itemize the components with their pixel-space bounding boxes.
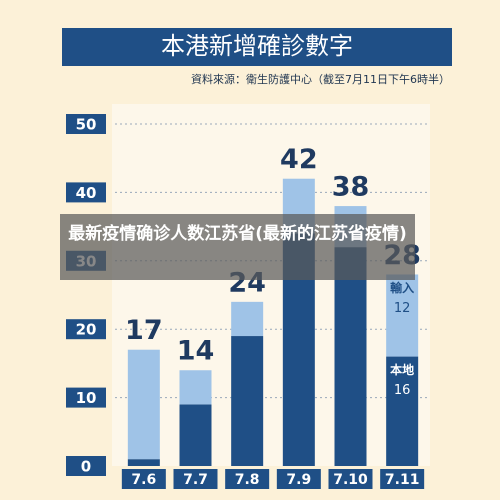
x-tick-box [173, 469, 218, 489]
plot: 01020304050177.6147.7247.8427.9387.10本地1… [66, 114, 430, 489]
bar-segment [127, 349, 160, 460]
y-tick-label: 40 [76, 184, 97, 202]
y-tick-label: 10 [76, 389, 97, 407]
y-tick-box [66, 114, 106, 134]
overlay-caption: 最新疫情确诊人数江苏省(最新的江苏省疫情) [68, 224, 407, 244]
x-tick-label: 7.9 [286, 472, 311, 488]
total-label: 42 [280, 144, 318, 175]
total-label: 17 [125, 315, 163, 346]
y-tick-box [66, 387, 106, 408]
bar-segment [334, 247, 367, 466]
total-label: 38 [332, 172, 370, 203]
x-tick-label: 7.8 [235, 472, 260, 488]
series-label: 本地 [390, 362, 414, 377]
total-label: 14 [177, 336, 215, 367]
x-tick-box [121, 469, 166, 489]
y-tick-box [66, 456, 106, 476]
bar-segment [231, 336, 264, 466]
x-tick-label: 7.10 [333, 472, 368, 488]
chart-subtitle: 資料來源：衛生防護中心（截至7月11日下午6時半） [191, 72, 450, 86]
bar-segment [231, 301, 264, 337]
overlay-banner [60, 214, 415, 280]
x-tick-box [225, 469, 270, 489]
x-tick-box [276, 469, 321, 489]
x-tick-box [380, 469, 425, 489]
bar-segment [179, 404, 212, 466]
bar-segment [386, 356, 419, 466]
overlay-box: 最新疫情确诊人数江苏省(最新的江苏省疫情) [68, 224, 407, 244]
value-label: 12 [394, 301, 411, 316]
bar-segment [127, 459, 160, 466]
value-label: 16 [394, 383, 411, 398]
x-tick-label: 7.6 [131, 472, 156, 488]
series-label: 輸入 [390, 280, 414, 295]
title-band [62, 28, 452, 66]
y-tick-box [66, 182, 106, 203]
plot-area [112, 104, 430, 466]
x-tick-label: 7.11 [385, 472, 420, 488]
y-tick-label: 20 [76, 321, 97, 339]
y-tick-box [66, 319, 106, 340]
bar-segment [386, 274, 419, 357]
y-tick-label: 0 [81, 458, 91, 476]
y-tick-label: 50 [76, 116, 97, 134]
chart-title: 本港新增確診數字 [161, 32, 353, 60]
x-tick-box [328, 469, 373, 489]
bar-segment [179, 370, 212, 405]
x-tick-label: 7.7 [183, 472, 208, 488]
